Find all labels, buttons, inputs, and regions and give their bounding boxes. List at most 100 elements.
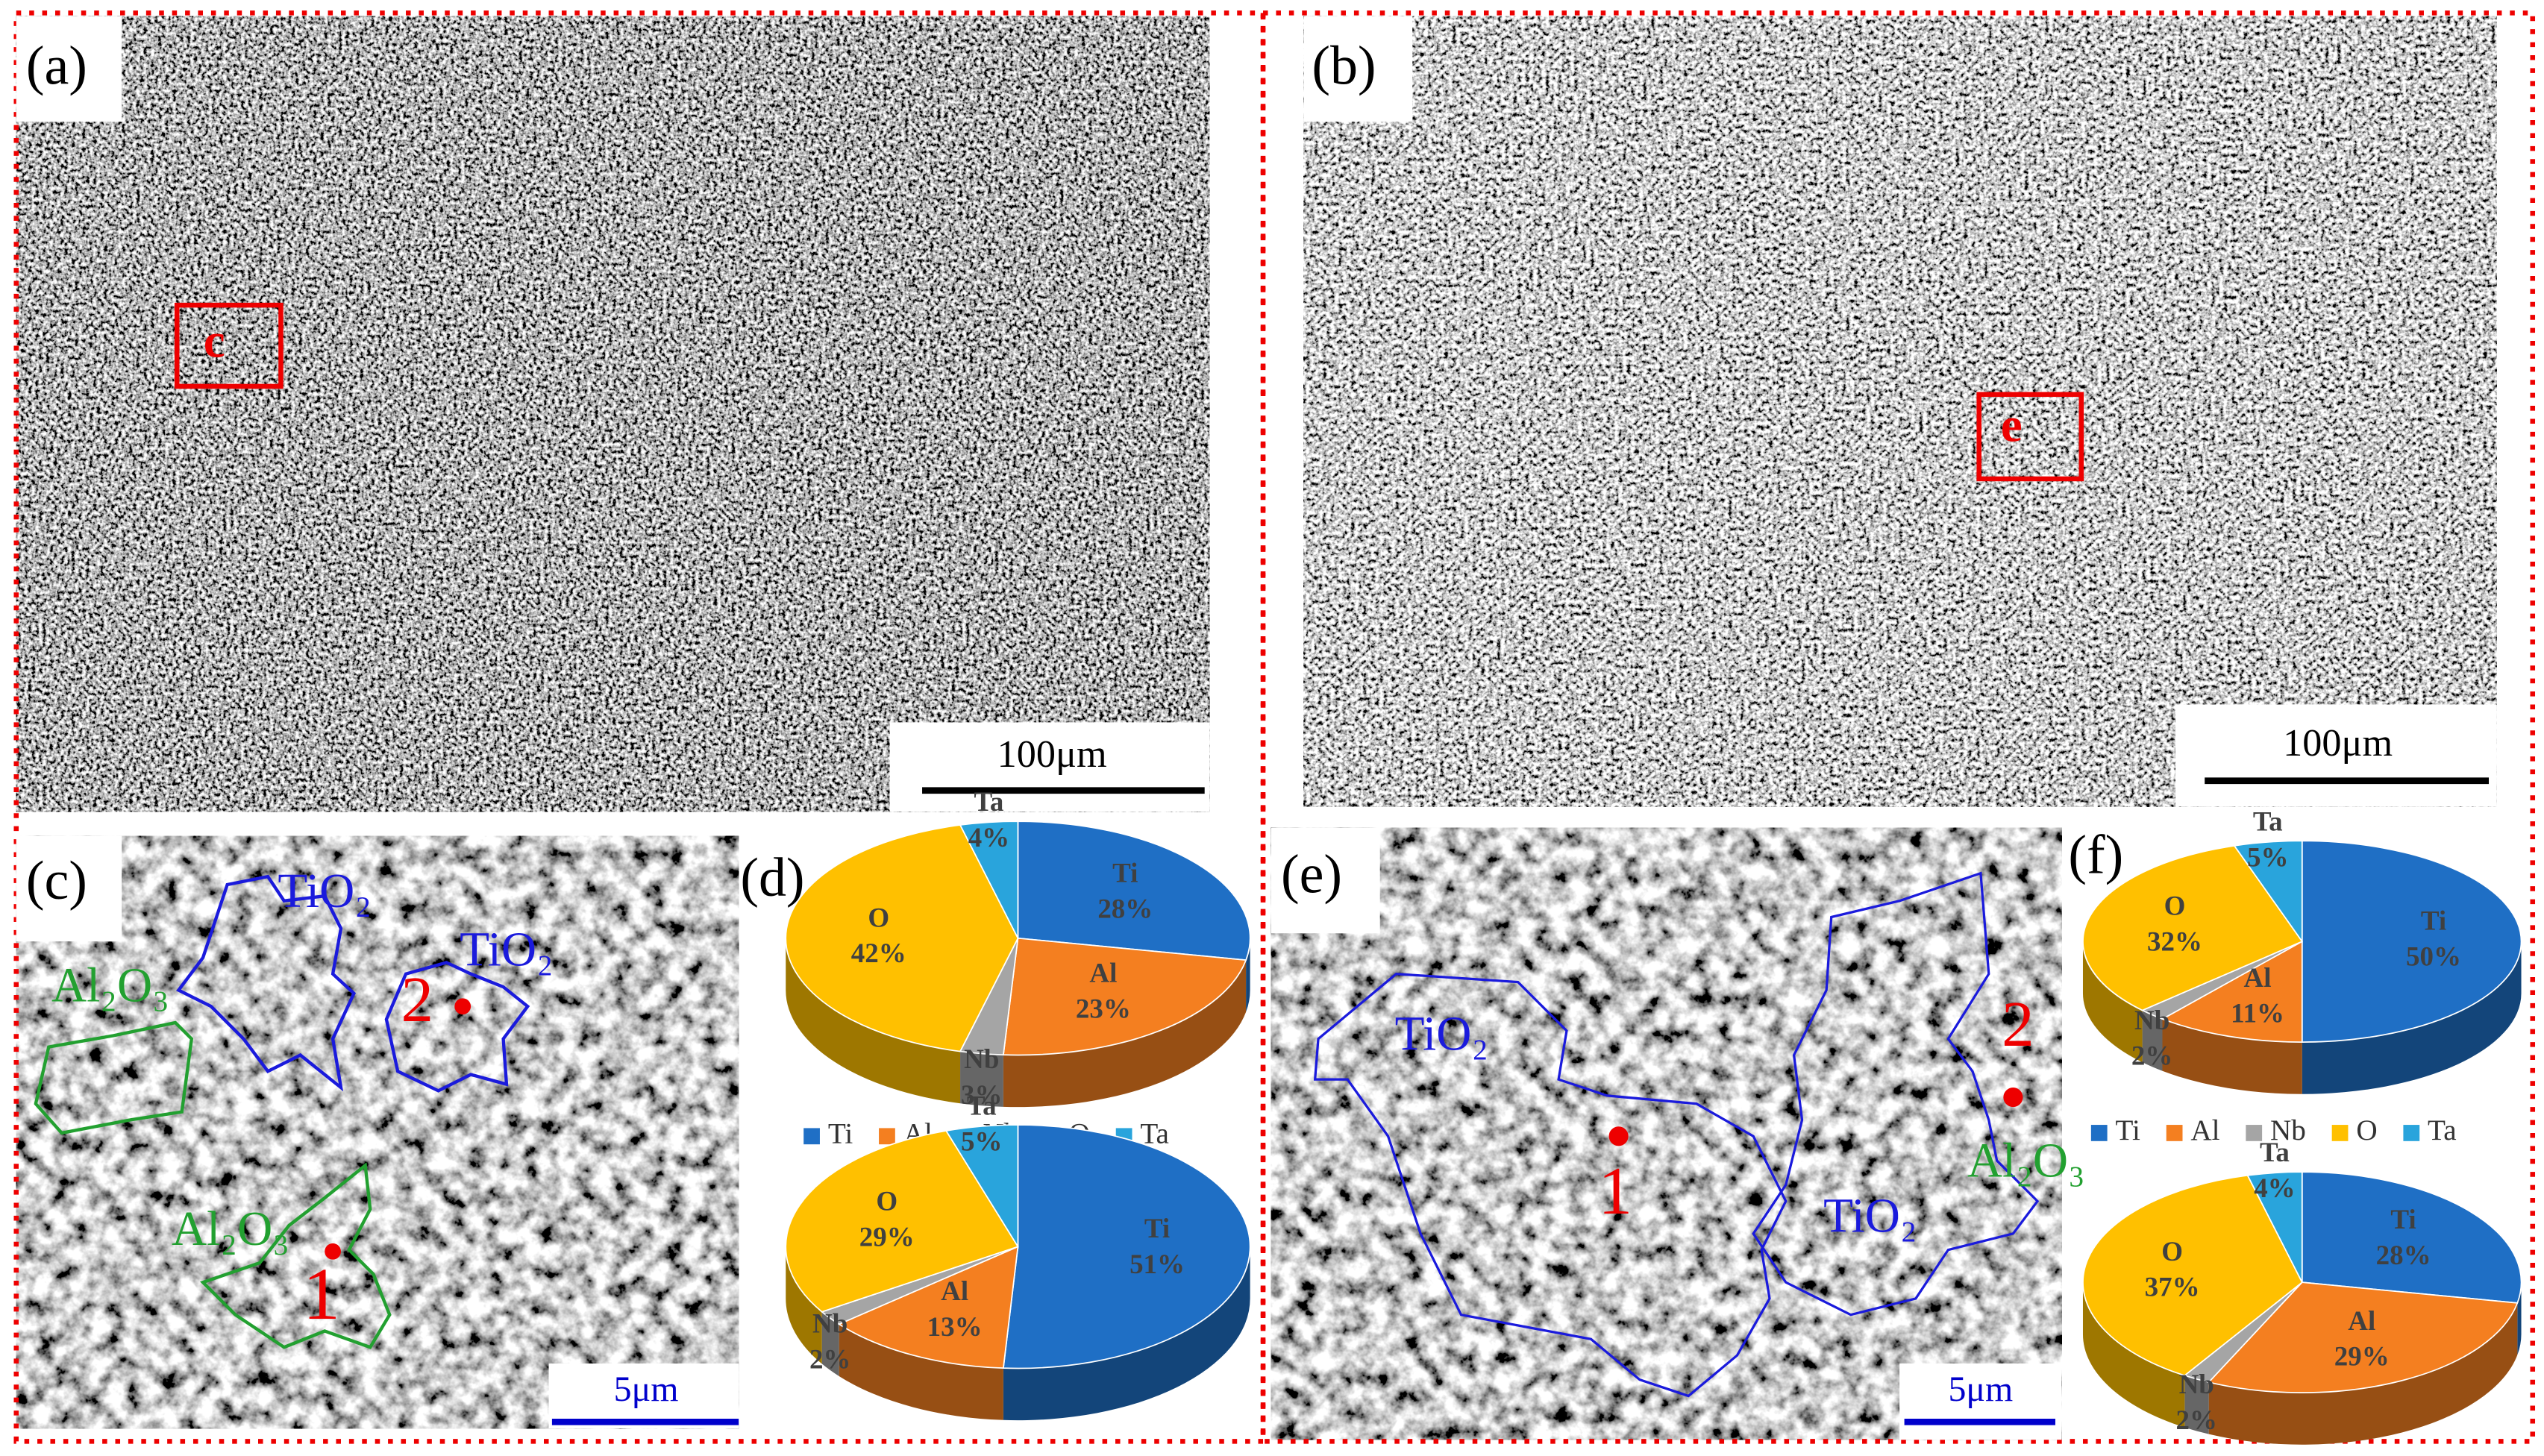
pie-slice [2208,1281,2519,1393]
phase-label: Al₂O₃ [51,958,169,1012]
pie-slice-side [821,1311,839,1376]
pie-slice-side [2302,941,2522,1094]
slice-category: O [2164,891,2186,922]
legend-label: Ta [2428,1114,2457,1146]
outline [384,961,530,1093]
pie-slice-side [960,1051,1003,1107]
slice-value-label: 50% [2406,942,2461,973]
pie-slice-side [1246,938,1250,1012]
slice-category: O [2161,1237,2183,1267]
region-box [1976,392,2084,482]
slice-value-label: 42% [851,938,906,969]
pie-chart: Ti 28% Al 29% Nb 2% O 37% Ta 4% [2082,1138,2522,1445]
region-box [174,302,283,389]
panel-label: (f) [2068,824,2123,885]
slice-value-label: 37% [2145,1273,2200,1303]
region-label: e [2001,399,2023,453]
pie-slice-side [2142,1010,2163,1071]
sem-image-a [16,16,1210,812]
slice-value-label: 28% [1097,894,1153,924]
slice-category: Ti [1144,1214,1170,1244]
slice-value-label: 51% [1130,1249,1185,1280]
outline [176,874,357,1092]
point-label: 2 [2002,988,2034,1060]
label-box [16,16,122,122]
panel-label: (e) [1281,844,1342,905]
legend-label: O [2356,1114,2377,1146]
slice-category: O [868,903,889,933]
slice-category: Nb [2134,1005,2169,1036]
slice-value-label: 32% [2147,926,2202,957]
scale-bar-box [1899,1363,2062,1440]
legend-label: Nb [2270,1114,2306,1146]
phase-label: Al₂O₃ [1967,1134,2085,1187]
phase-label: TiO₂ [1823,1189,1917,1243]
panel-label: (b) [1312,36,1376,97]
pie-slice [2161,940,2303,1043]
pie-slice-side [2082,941,2143,1063]
phase-label: Al₂O₃ [172,1202,289,1256]
phase-label: TiO₂ [460,923,554,977]
sem-image-b [1303,16,2497,807]
slice-category: Ti [2390,1205,2416,1235]
slice-value-label: 4% [968,823,1009,853]
pie-slice [837,1245,1019,1369]
outline [1313,973,1788,1398]
outline [200,1162,392,1349]
point-marker [2003,1088,2023,1108]
slice-value-label: 2% [2131,1041,2172,1072]
panel-label: (a) [26,36,87,97]
pie-slice [2082,844,2304,1011]
point-label: 1 [303,1252,340,1335]
sem-image-e [1271,827,2062,1440]
slice-category: Al [1089,958,1117,989]
slice-category: Ta [974,787,1004,818]
scale-bar-box [548,1363,739,1429]
slice-category: Ta [2260,1138,2290,1168]
label-box [1303,16,1413,122]
slice-category: Al [2244,963,2272,994]
pie-slice-side [2184,1375,2209,1434]
legend-label: Ti [828,1117,853,1149]
pie-slice-side [2082,1282,2185,1428]
pie-slice-side [786,1246,822,1364]
pie-slice [1002,1124,1251,1369]
pie-slice [1002,937,1247,1056]
pie-slice [944,1124,1019,1249]
pie-slice [2246,1171,2303,1283]
pie-slice-side [1003,1246,1250,1421]
outline [34,1020,194,1135]
legend-swatch [2166,1125,2183,1141]
slice-value-label: 29% [2334,1342,2390,1372]
label-box [1271,827,1380,934]
slice-category: Ti [2421,906,2446,937]
pie-slice [2301,840,2522,1043]
point-marker [454,998,471,1015]
slice-value-label: 11% [2231,999,2284,1029]
pie-slice-side [2162,1019,2302,1094]
scale-bar-box [889,722,1210,812]
slice-value-label: 3% [961,1080,1002,1111]
slice-category: Ta [967,1091,997,1122]
pie-slice [2301,1171,2522,1304]
phase-label: TiO₂ [278,865,372,918]
pie-slice-side [2208,1302,2518,1445]
slice-category: O [876,1187,897,1217]
slice-value-label: 23% [1076,994,1131,1025]
slice-value-label: 2% [809,1344,850,1375]
legend-swatch [2090,1125,2108,1141]
legend-swatch [2246,1125,2263,1141]
point-label: 1 [1598,1153,1632,1228]
slice-category: Ta [2253,806,2283,837]
legend-label: Ti [2116,1114,2141,1146]
slice-value-label: 13% [927,1312,983,1343]
pie-slice [785,1130,1019,1313]
slice-category: Al [2348,1306,2375,1337]
slice-category: Nb [812,1309,848,1340]
slice-value-label: 5% [961,1126,1002,1157]
slice-value-label: 29% [859,1223,915,1253]
panel-label: (d) [740,847,804,909]
legend-swatch [803,1128,820,1145]
legend-swatch [2403,1125,2420,1141]
legend-swatch [879,1128,895,1145]
